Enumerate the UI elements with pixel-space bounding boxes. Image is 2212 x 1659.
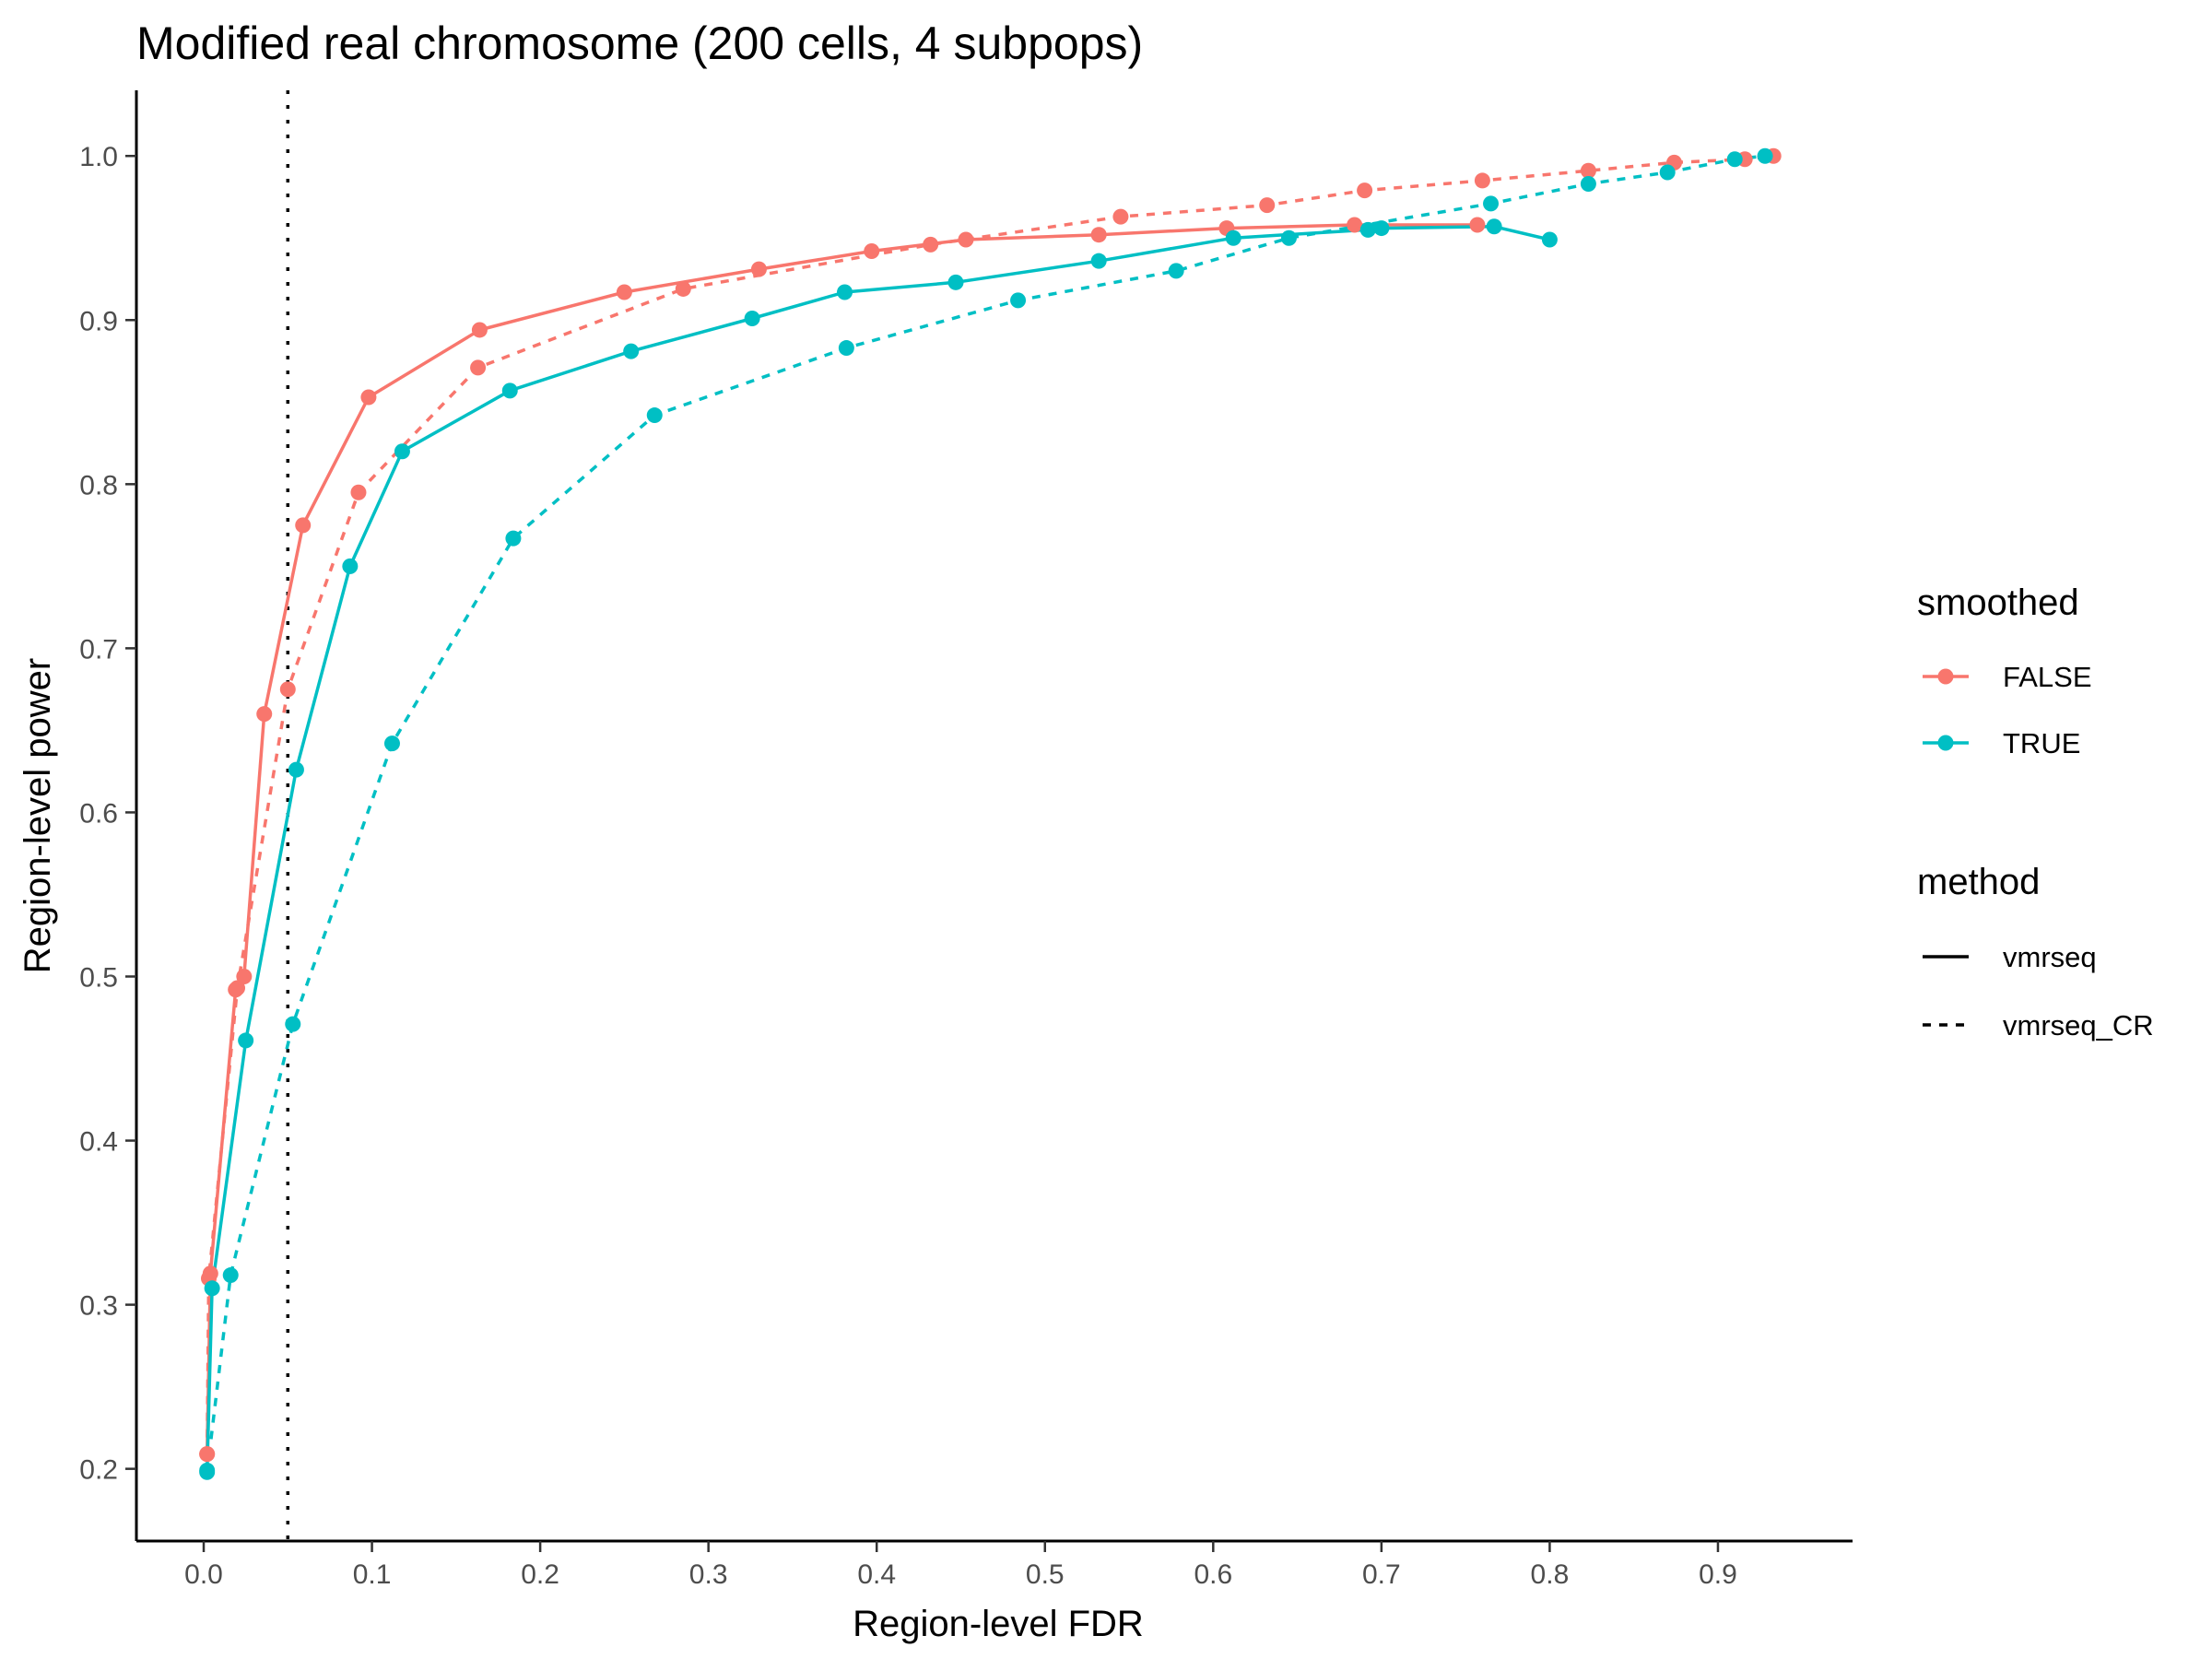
x-tick-label: 0.5 [1026,1559,1065,1590]
data-point [285,1016,301,1032]
data-point [1474,172,1490,189]
data-point [837,284,853,300]
x-tick-label: 0.3 [689,1559,728,1590]
data-point [505,530,522,547]
legend: smoothed FALSE TRUE method vmrseq vmrseq_CR [1917,582,2154,1041]
data-point [238,1032,254,1049]
data-point [1090,227,1107,243]
x-tick-label: 0.4 [857,1559,896,1590]
data-point [1225,229,1241,246]
data-point [958,231,974,248]
data-point [256,706,273,723]
series-line [205,225,1550,1471]
legend-key-point [1937,668,1954,685]
data-point [1469,217,1486,233]
data-point [750,261,767,277]
data-point [222,1267,239,1284]
x-axis-title: Region-level FDR [853,1604,1144,1644]
data-point [204,1280,220,1297]
data-point [1090,253,1107,269]
legend-title: smoothed [1917,582,2079,623]
data-point [623,343,640,359]
x-tick-label: 0.9 [1699,1559,1737,1590]
axes: 0.0 0.1 0.2 0.3 0.4 0.5 0.6 0.7 0.8 0.9 0.2 0.3 0.4 0… [79,90,1853,1590]
y-tick-label: 0.9 [79,306,118,336]
data-point [1580,175,1596,192]
data-point [1168,263,1184,279]
x-tick-label: 0.1 [353,1559,392,1590]
x-tick-label: 0.0 [184,1559,223,1590]
data-point [229,980,246,996]
data-point [199,1446,216,1463]
data-point [838,340,854,357]
data-point [342,558,359,574]
x-tick-label: 0.2 [521,1559,559,1590]
data-point [675,280,691,297]
y-tick-label: 0.4 [79,1127,118,1158]
legend-label: TRUE [2003,727,2080,759]
data-point [236,968,253,984]
plot-area [199,90,1782,1541]
data-point [1757,147,1773,164]
y-tick-label: 0.8 [79,470,118,500]
data-point [394,443,410,460]
x-tick-label: 0.6 [1194,1559,1232,1590]
data-point [360,389,377,406]
data-point [1659,164,1676,181]
legend-label: vmrseq_CR [2003,1009,2154,1041]
data-point [470,359,487,376]
data-point [1483,195,1500,212]
data-point [383,735,400,752]
y-tick-label: 0.6 [79,798,118,829]
data-point [646,407,663,424]
legend-label: FALSE [2003,661,2092,693]
data-point [864,242,880,259]
data-point [471,322,488,338]
x-tick-label: 0.8 [1531,1559,1570,1590]
data-point [947,274,964,290]
data-point [744,310,760,326]
legend-title: method [1917,862,2040,902]
data-point [1010,292,1027,309]
data-point [350,484,367,500]
data-point [1357,182,1373,199]
data-point [1541,231,1558,248]
data-point [1259,197,1276,214]
data-point [1486,218,1502,235]
data-point [199,1464,216,1480]
y-tick-label: 0.7 [79,634,118,665]
legend-label: vmrseq [2003,941,2097,973]
data-point [295,517,312,534]
data-point [1347,217,1363,233]
y-axis-title: Region-level power [18,658,58,973]
data-point [279,681,296,698]
data-point [1359,221,1376,238]
data-point [616,284,632,300]
y-tick-label: 0.5 [79,962,118,993]
series-line [205,154,1774,1454]
data-point [1580,162,1596,179]
data-point [1112,208,1129,225]
x-tick-label: 0.7 [1362,1559,1401,1590]
data-point [501,382,518,399]
series-line [205,223,1477,1454]
legend-key-point [1937,735,1954,751]
data-point [1726,151,1743,168]
data-point [923,236,939,253]
data-point [1373,220,1390,237]
y-tick-label: 1.0 [79,142,118,172]
data-point [1280,229,1297,246]
y-tick-label: 0.3 [79,1291,118,1322]
chart-title: Modified real chromosome (200 cells, 4 s… [136,18,1143,69]
y-tick-label: 0.2 [79,1455,118,1486]
data-point [288,761,304,778]
